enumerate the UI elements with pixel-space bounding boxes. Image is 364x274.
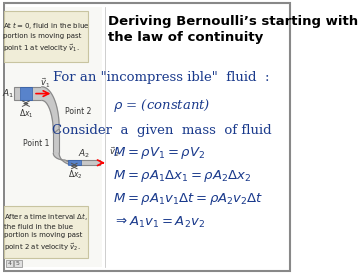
Text: 4: 4 <box>7 261 11 266</box>
FancyBboxPatch shape <box>4 3 290 271</box>
Text: After a time interval $\Delta t$,
the fluid in the blue
portion is moving past
p: After a time interval $\Delta t$, the fl… <box>4 211 88 253</box>
Text: $\Delta x_1$: $\Delta x_1$ <box>19 107 33 120</box>
Text: $M = \rho A_1 v_1 \Delta t = \rho A_2 v_2 \Delta t$: $M = \rho A_1 v_1 \Delta t = \rho A_2 v_… <box>112 191 263 207</box>
Text: $\rho$ = (constant): $\rho$ = (constant) <box>113 97 210 114</box>
Text: Point 1: Point 1 <box>23 139 50 148</box>
Text: $A_2$: $A_2$ <box>78 148 90 160</box>
Polygon shape <box>20 87 32 100</box>
Text: Consider  a  given  mass  of fluid: Consider a given mass of fluid <box>52 124 272 137</box>
Polygon shape <box>65 160 100 165</box>
Text: $\vec{v}_1$: $\vec{v}_1$ <box>40 77 51 90</box>
Polygon shape <box>14 87 42 100</box>
Text: Point 2: Point 2 <box>65 107 91 116</box>
Text: $\vec{v}_2$: $\vec{v}_2$ <box>109 145 119 159</box>
Polygon shape <box>42 87 59 133</box>
Text: For an "incompress ible"  fluid  :: For an "incompress ible" fluid : <box>54 71 270 84</box>
FancyBboxPatch shape <box>4 206 88 258</box>
FancyBboxPatch shape <box>14 260 21 267</box>
Text: $\Rightarrow A_1 v_1 = A_2 v_2$: $\Rightarrow A_1 v_1 = A_2 v_2$ <box>112 215 205 230</box>
FancyBboxPatch shape <box>6 7 102 267</box>
Text: $M = \rho A_1 \Delta x_1 = \rho A_2 \Delta x_2$: $M = \rho A_1 \Delta x_1 = \rho A_2 \Del… <box>112 168 251 184</box>
FancyBboxPatch shape <box>4 11 88 62</box>
Text: $\Delta x_2$: $\Delta x_2$ <box>68 169 83 181</box>
Polygon shape <box>54 127 59 153</box>
FancyBboxPatch shape <box>6 260 13 267</box>
Text: $A_1$: $A_1$ <box>2 87 14 100</box>
Polygon shape <box>54 153 76 165</box>
Polygon shape <box>68 160 81 165</box>
Text: At $t = 0$, fluid in the blue
portion is moving past
point 1 at velocity $\vec{v: At $t = 0$, fluid in the blue portion is… <box>3 20 90 54</box>
Text: Deriving Bernoulli’s starting with
the law of continuity: Deriving Bernoulli’s starting with the l… <box>108 15 358 44</box>
Text: 5: 5 <box>16 261 20 266</box>
Text: $M = \rho V_1 = \rho V_2$: $M = \rho V_1 = \rho V_2$ <box>112 145 205 161</box>
